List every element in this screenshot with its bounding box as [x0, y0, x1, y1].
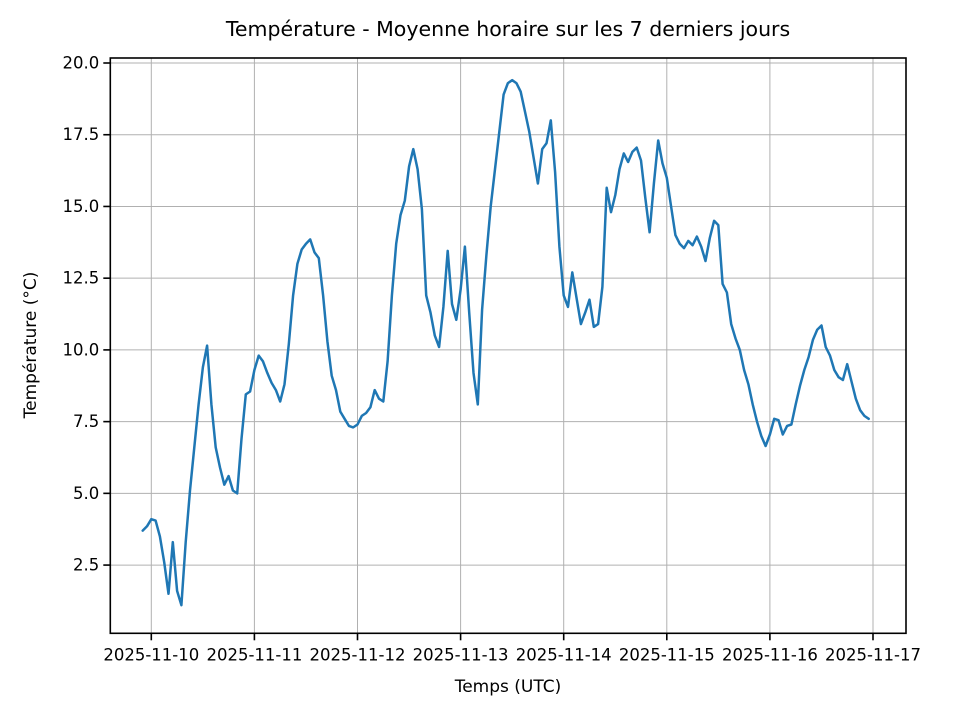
y-tick-label: 12.5: [63, 269, 100, 288]
x-axis-label: Temps (UTC): [454, 677, 562, 697]
x-tick-label: 2025-11-14: [516, 645, 612, 664]
x-tick-label: 2025-11-10: [103, 645, 199, 664]
y-tick-label: 20.0: [63, 54, 100, 73]
x-tick-label: 2025-11-12: [310, 645, 406, 664]
x-axis-ticks: 2025-11-10 2025-11-11 2025-11-12 2025-11-13…: [103, 633, 921, 664]
grid-lines: [110, 58, 906, 634]
y-axis-label: Température (°C): [21, 272, 41, 420]
x-tick-label: 2025-11-17: [825, 645, 921, 664]
x-tick-label: 2025-11-15: [619, 645, 715, 664]
plot-area: [110, 58, 907, 634]
y-tick-label: 7.5: [73, 412, 99, 431]
x-tick-label: 2025-11-13: [413, 645, 509, 664]
y-axis-ticks: 2.5 5.0 7.5 10.0 12.5 15.0 17.5 20.0: [63, 54, 111, 575]
chart-title: Température - Moyenne horaire sur les 7 …: [225, 17, 790, 41]
y-tick-label: 2.5: [73, 556, 99, 575]
x-tick-label: 2025-11-11: [206, 645, 302, 664]
y-tick-label: 17.5: [63, 125, 100, 144]
x-tick-label: 2025-11-16: [722, 645, 818, 664]
y-tick-label: 10.0: [63, 340, 100, 359]
y-tick-label: 15.0: [63, 197, 100, 216]
y-tick-label: 5.0: [73, 484, 99, 503]
temperature-series-line: [141, 78, 870, 607]
plot-frame: [109, 57, 907, 635]
